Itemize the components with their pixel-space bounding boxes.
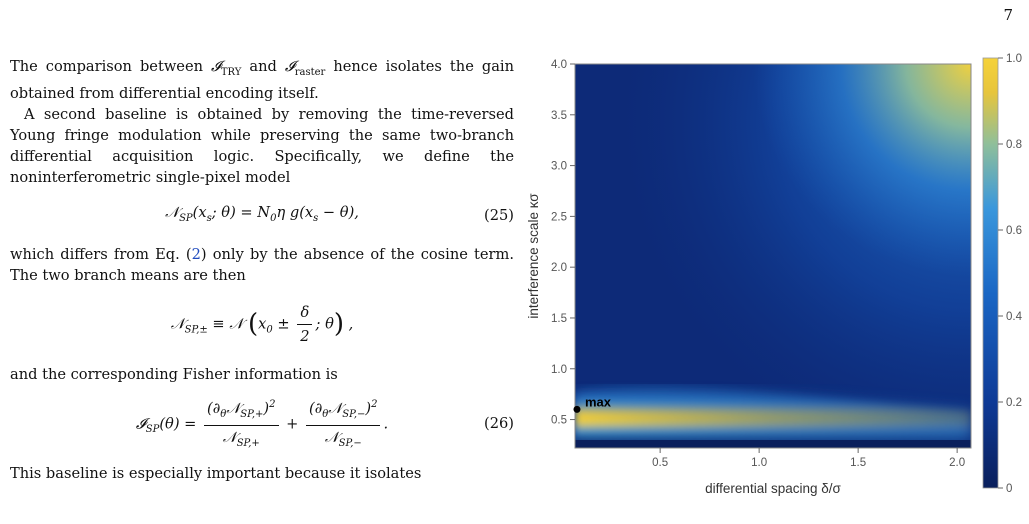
colorbar-tick-label: 0.4 (1006, 311, 1023, 323)
y-tick-label: 3.0 (551, 161, 567, 173)
paragraph-4: and the corresponding Fisher information… (10, 365, 338, 383)
heatmap-chart: 0.5 1.0 1.5 2.0 0.5 1.0 1.5 2.0 2.5 3.0 3.5 4.0 di… (526, 53, 1023, 496)
max-label: max (585, 394, 612, 409)
paragraph-1: The comparison between 𝓘TRY and 𝓘raster … (10, 58, 514, 102)
x-tick-label: 2.0 (949, 457, 965, 469)
equation-26-body: 𝓘SP(θ) = (∂θ𝒩SP,+)2 𝒩SP,+ + (∂θ𝒩SP,−)2 𝒩SP… (10, 394, 514, 455)
colorbar-tick-label: 1.0 (1006, 53, 1022, 65)
x-tick-label: 1.0 (751, 457, 767, 469)
colorbar-ticks: 0 0.2 0.4 0.6 0.8 1.0 (998, 53, 1023, 495)
y-tick-label: 0.5 (551, 415, 567, 427)
equation-branch-body: 𝒩SP,± ≡ 𝒩 (x0 ± δ 2; θ) , (170, 304, 354, 346)
equation-25: 𝒩SP(xs; θ) = N0η g(xs − θ), (25) (10, 196, 514, 236)
text-column: The comparison between 𝓘TRY and 𝓘raster … (10, 56, 514, 484)
heatmap-figure: 0.5 1.0 1.5 2.0 0.5 1.0 1.5 2.0 2.5 3.0 3.5 4.0 di… (526, 50, 1028, 520)
x-tick-label: 0.5 (652, 457, 668, 469)
y-axis-label: interference scale κσ (526, 193, 541, 319)
plot-frame (574, 63, 972, 449)
equation-branch: 𝒩SP,± ≡ 𝒩 (x0 ± δ 2; θ) , (10, 294, 514, 356)
eq-ref-link[interactable]: 2 (191, 245, 201, 263)
y-tick-label: 3.5 (551, 110, 567, 122)
y-tick-label: 1.5 (551, 313, 567, 325)
x-tick-label: 1.5 (850, 457, 866, 469)
max-marker (573, 405, 581, 413)
heatmap-yellow-corner (575, 64, 971, 448)
paragraph-5: This baseline is especially important be… (10, 464, 422, 482)
x-axis-ticks: 0.5 1.0 1.5 2.0 (652, 448, 965, 469)
y-axis-ticks: 0.5 1.0 1.5 2.0 2.5 3.0 3.5 4.0 (551, 59, 575, 427)
paragraph-3: which differs from Eq. (2) only by the a… (10, 245, 514, 284)
heatmap-bottom-edge (575, 440, 971, 448)
heatmap-band-group (575, 386, 971, 442)
y-tick-label: 4.0 (551, 59, 567, 71)
y-tick-label: 2.5 (551, 211, 567, 223)
y-tick-label: 1.0 (551, 364, 567, 376)
colorbar-tick-label: 0.6 (1006, 225, 1022, 237)
colorbar-tick-label: 0 (1006, 483, 1012, 495)
colorbar-tick-label: 0.8 (1006, 139, 1022, 151)
equation-26-number: (26) (484, 415, 514, 433)
y-tick-label: 2.0 (551, 262, 567, 274)
equation-26: 𝓘SP(θ) = (∂θ𝒩SP,+)2 𝒩SP,+ + (∂θ𝒩SP,−)2 𝒩SP… (10, 393, 514, 455)
heatmap-field (575, 64, 971, 448)
equation-25-number: (25) (484, 207, 514, 225)
colorbar (982, 57, 999, 489)
page-number: 7 (1003, 6, 1013, 24)
x-axis-label: differential spacing δ/σ (705, 481, 841, 496)
heatmap-max-band (575, 386, 971, 442)
equation-25-body: 𝒩SP(xs; θ) = N0η g(xs − θ), (165, 204, 359, 225)
colorbar-tick-label: 0.2 (1006, 397, 1022, 409)
paragraph-2: A second baseline is obtained by removin… (10, 105, 514, 186)
